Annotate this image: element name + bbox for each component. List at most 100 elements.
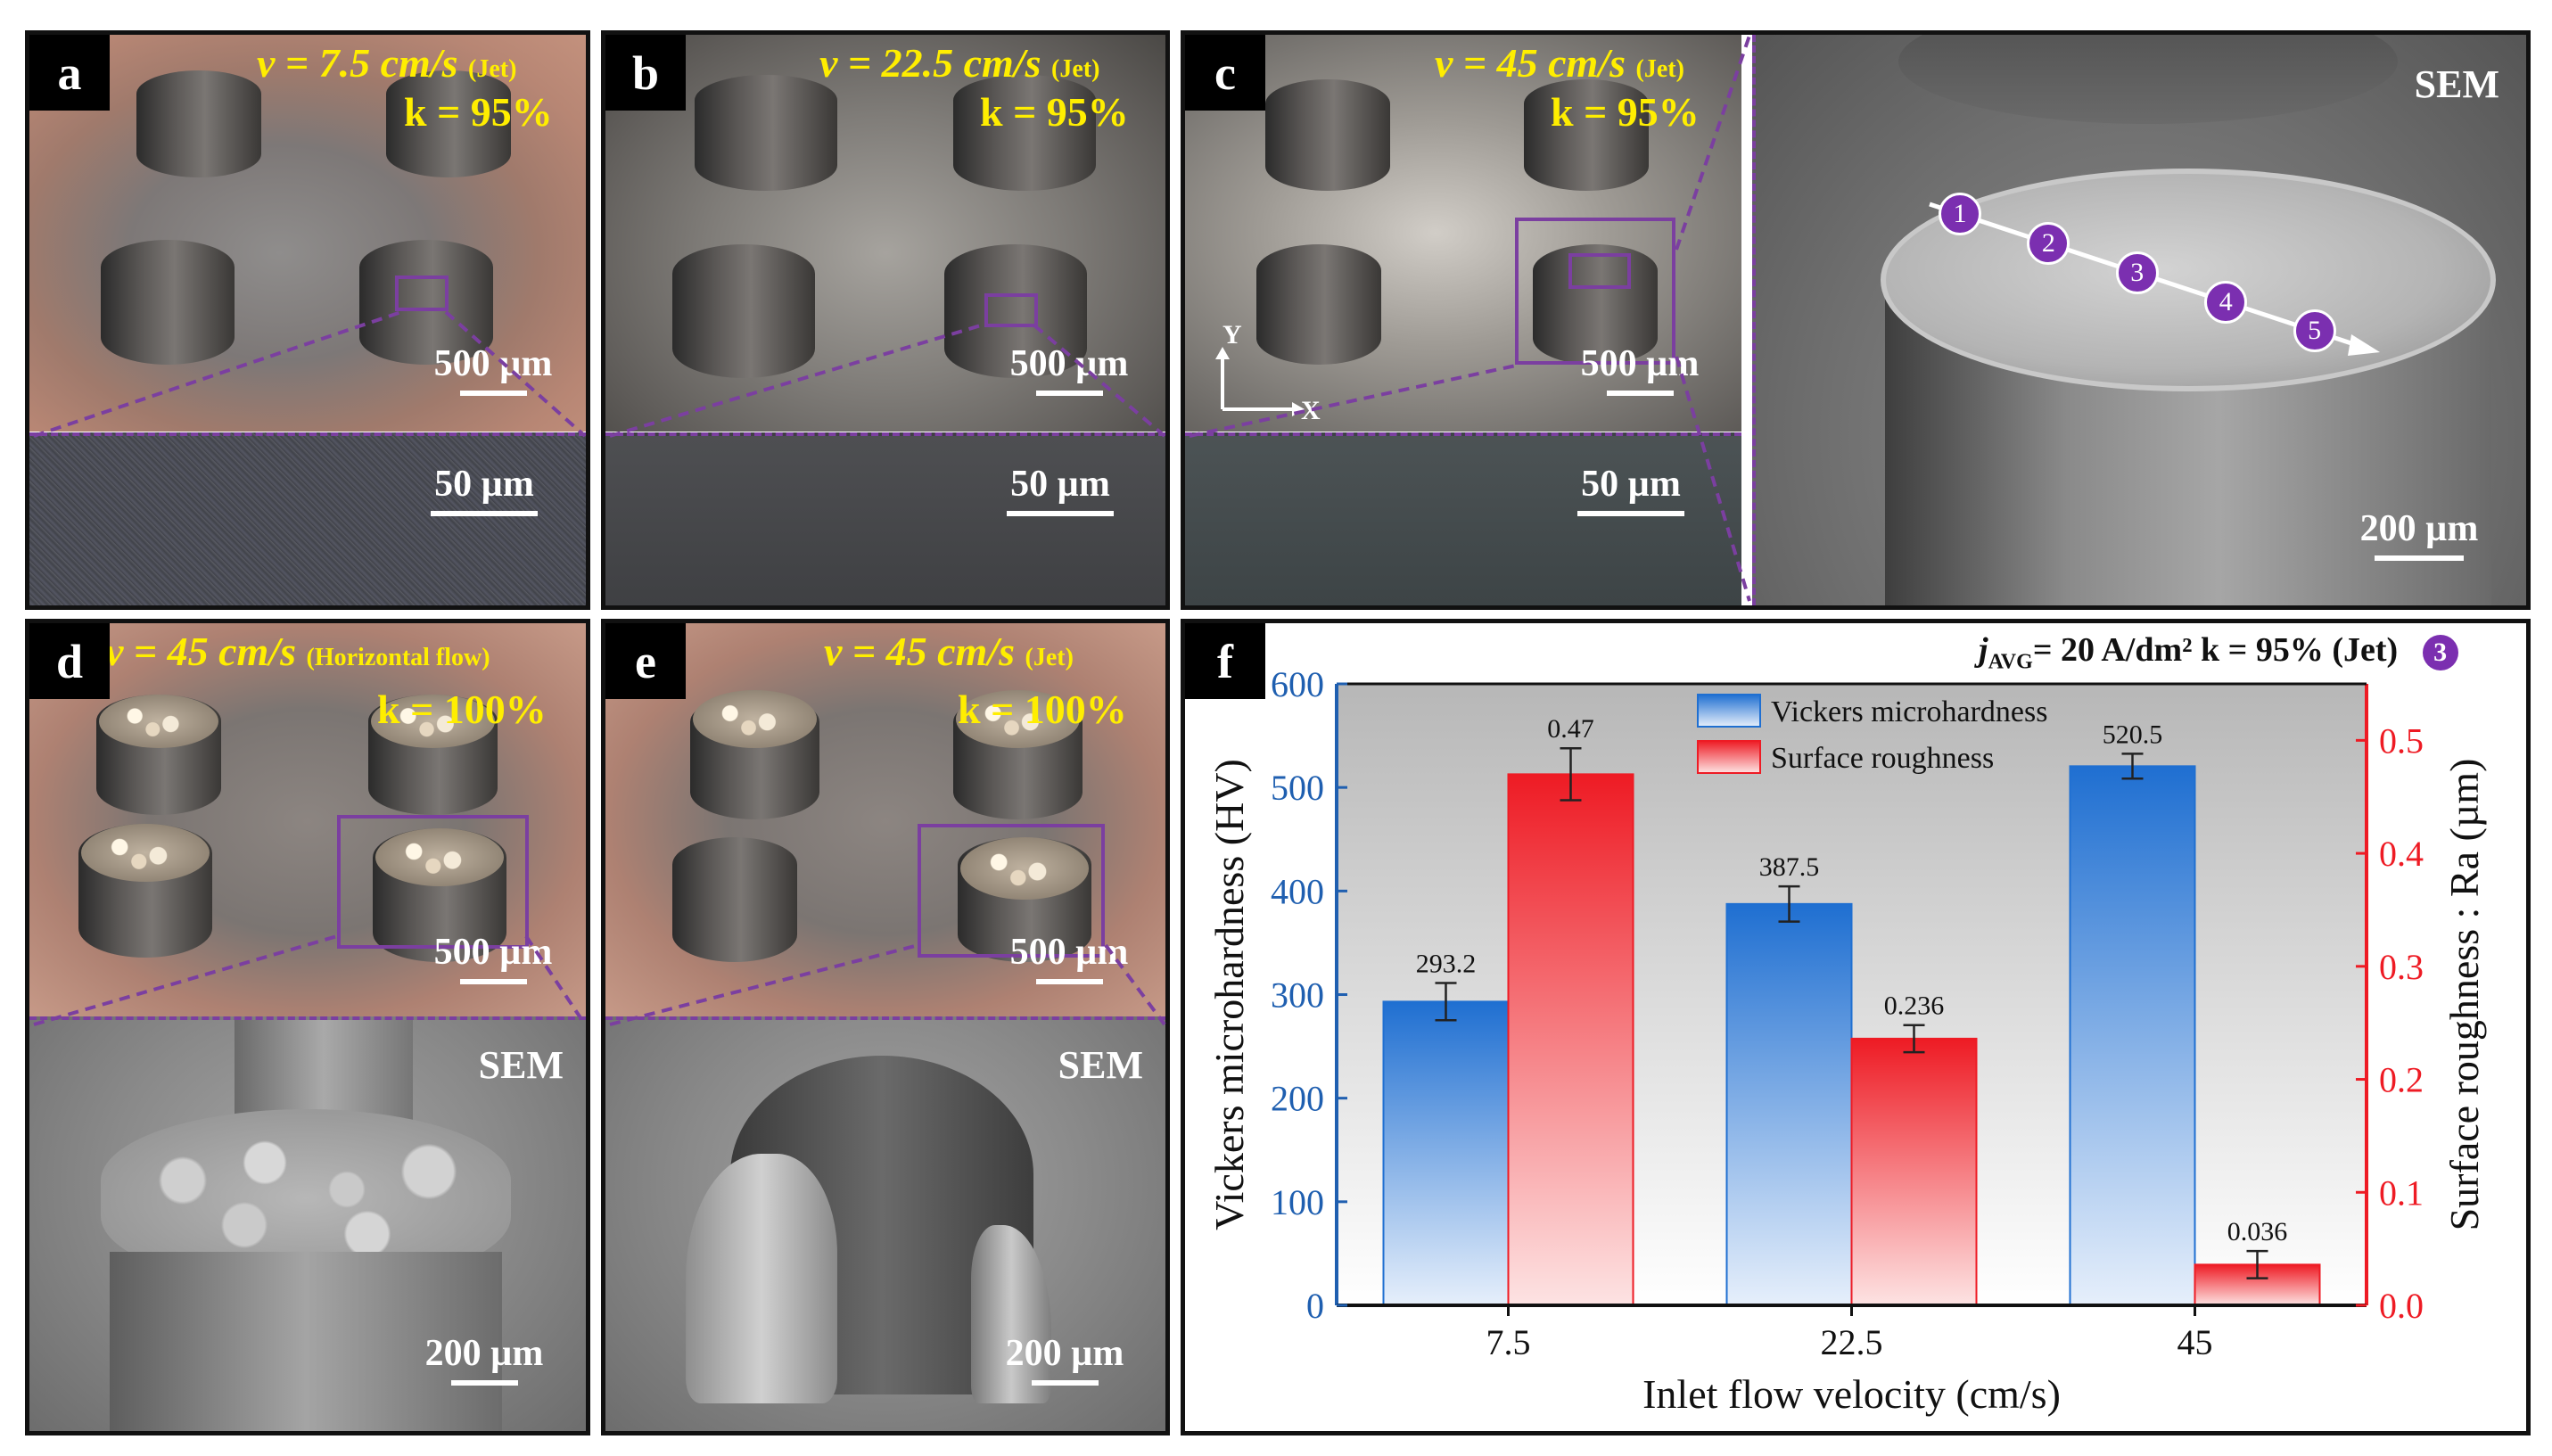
scale-bar-top: 500 µm [1560,342,1720,396]
pillar [1256,244,1381,365]
pillar [386,70,511,177]
pillar-top [693,690,817,748]
pillar [695,75,837,191]
optical-photo: v = 45 cm/s (Jet) k = 100% 500 µm [605,623,1165,1020]
y-tick-label-left: 0 [1306,1286,1324,1326]
selection-box-large [1515,218,1675,365]
y-tick-label-left: 600 [1271,664,1324,704]
legend-label-roughness: Surface roughness [1771,742,1994,775]
panel-letter: c [1185,35,1265,111]
x-tick-label-22.5: 22.5 [1821,1322,1883,1362]
legend-swatch-roughness [1697,740,1761,774]
micrograph: 50 µm [605,432,1165,605]
y-tick-label-right: 0.0 [2379,1286,2424,1326]
pillar-top [956,690,1080,748]
bar-hardness-22.5 [1725,902,1853,1306]
sem-tag: SEM [478,1043,564,1087]
velocity-label: v = 22.5 cm/s (Jet) [819,40,1100,86]
bar-hardness-7.5 [1382,1000,1510,1306]
panel-d: d v = 45 cm/s (Horizontal flow) k = 100%… [25,619,590,1435]
selection-box [337,815,529,949]
panel-letter: f [1185,623,1265,699]
panel-b: b v = 22.5 cm/s (Jet) k = 95% 500 µm 50 … [601,30,1170,610]
bar-roughness-22.5 [1850,1037,1978,1306]
velocity-label: v = 7.5 cm/s (Jet) [257,40,517,86]
sem-image: SEM 200 µm [605,1016,1165,1431]
condition-note: jAVG= 20 A/dm² k = 95% (Jet) 3 [1979,630,2458,675]
panel-letter: e [605,623,686,699]
circle-number-3: 3 [2422,635,2458,670]
data-label-roughness-22.5: 0.236 [1884,991,1945,1021]
y-axis-title-left: Vickers microhardness (HV) [1206,759,1252,1230]
bar-hardness-45 [2069,765,2196,1307]
velocity-label: v = 45 cm/s (Jet) [824,629,1074,674]
legend-label-hardness: Vickers microhardness [1771,695,2047,728]
pillar-top [960,837,1089,900]
y-tick-label-left: 500 [1271,768,1324,808]
selection-box [984,293,1038,327]
legend-swatch-hardness [1697,694,1761,728]
sem-image: SEM 200 µm [29,1016,586,1431]
panel-letter: d [29,623,110,699]
y-tick-label-right: 0.2 [2379,1060,2424,1100]
x-tick-label-7.5: 7.5 [1486,1322,1531,1362]
panel-f: f 293.2 0.47 7.5 387.5 0.236 22.5 520.5 0.036 45… [1181,619,2531,1435]
y-tick-label-right: 0.5 [2379,720,2424,761]
bar-roughness-7.5 [1507,773,1634,1306]
sem-image: SEM 200 µm [1752,35,2526,605]
y-tick-label-right: 0.3 [2379,947,2424,987]
scale-bar-bottom: 200 µm [404,1332,564,1386]
k-label: k = 95% [404,89,553,135]
selection-box [918,824,1105,958]
pillar [1524,79,1649,191]
data-label-hardness-22.5: 387.5 [1759,852,1820,882]
micrograph: 50 µm [1185,432,1741,605]
pillar [1533,244,1658,365]
optical-photo: v = 45 cm/s (Horizontal flow) k = 100% 5… [29,623,586,1020]
panel-e: e v = 45 cm/s (Jet) k = 100% 500 µm SEM … [601,619,1170,1435]
scale-bar-top: 500 µm [989,342,1149,396]
selection-box [395,276,449,311]
y-tick-label-left: 400 [1271,871,1324,911]
sem-left-wall [686,1154,837,1403]
data-label-hardness-7.5: 293.2 [1416,949,1477,978]
selection-box [1568,253,1631,289]
pillar [672,244,815,378]
optical-photo: v = 45 cm/s (Jet) k = 95% Y X 500 µm [1185,35,1741,432]
scale-bar-bottom: 200 µm [984,1332,1145,1386]
micrograph: 50 µm [29,432,586,605]
k-label: k = 100% [377,687,547,732]
optical-photo: v = 7.5 cm/s (Jet) k = 95% 500 µm [29,35,586,432]
data-label-roughness-45: 0.036 [2227,1217,2288,1246]
scale-bar-bottom: 50 µm [1551,463,1711,516]
sem-point-3: 3 [2115,251,2159,294]
scale-bar-bottom: 50 µm [404,463,564,516]
pillar [953,75,1096,191]
pillar [672,837,797,962]
xy-axes-icon [1215,347,1305,416]
pillar-top [371,695,495,748]
panel-letter: b [605,35,686,111]
pillar [1265,79,1390,191]
panel-c: c v = 45 cm/s (Jet) k = 95% Y X 500 µm 5… [1181,30,2531,610]
axis-y-label: Y [1222,320,1242,350]
y-tick-label-left: 300 [1271,975,1324,1016]
scale-bar: 200 µm [2330,507,2508,561]
panel-letter: a [29,35,110,111]
sem-tag: SEM [1058,1043,1143,1087]
pillar-top [81,824,210,882]
scale-bar-top: 500 µm [413,342,573,396]
data-label-hardness-45: 520.5 [2103,720,2163,749]
sem-tag: SEM [2414,62,2499,106]
pillar-top [375,828,504,886]
panel-a: a v = 7.5 cm/s (Jet) k = 95% 500 µm 50 µ… [25,30,590,610]
pillar [101,240,235,365]
sem-pillar-body [110,1252,502,1431]
y-tick-label-left: 100 [1271,1182,1324,1222]
sem-point-4: 4 [2204,280,2248,324]
sem-point-1: 1 [1938,193,1981,236]
y-tick-label-left: 200 [1271,1079,1324,1119]
bar-chart: 293.2 0.47 7.5 387.5 0.236 22.5 520.5 0.036 45 0 1… [1206,664,2487,1417]
sem-point-2: 2 [2027,222,2070,265]
y-tick-label-right: 0.4 [2379,834,2424,874]
